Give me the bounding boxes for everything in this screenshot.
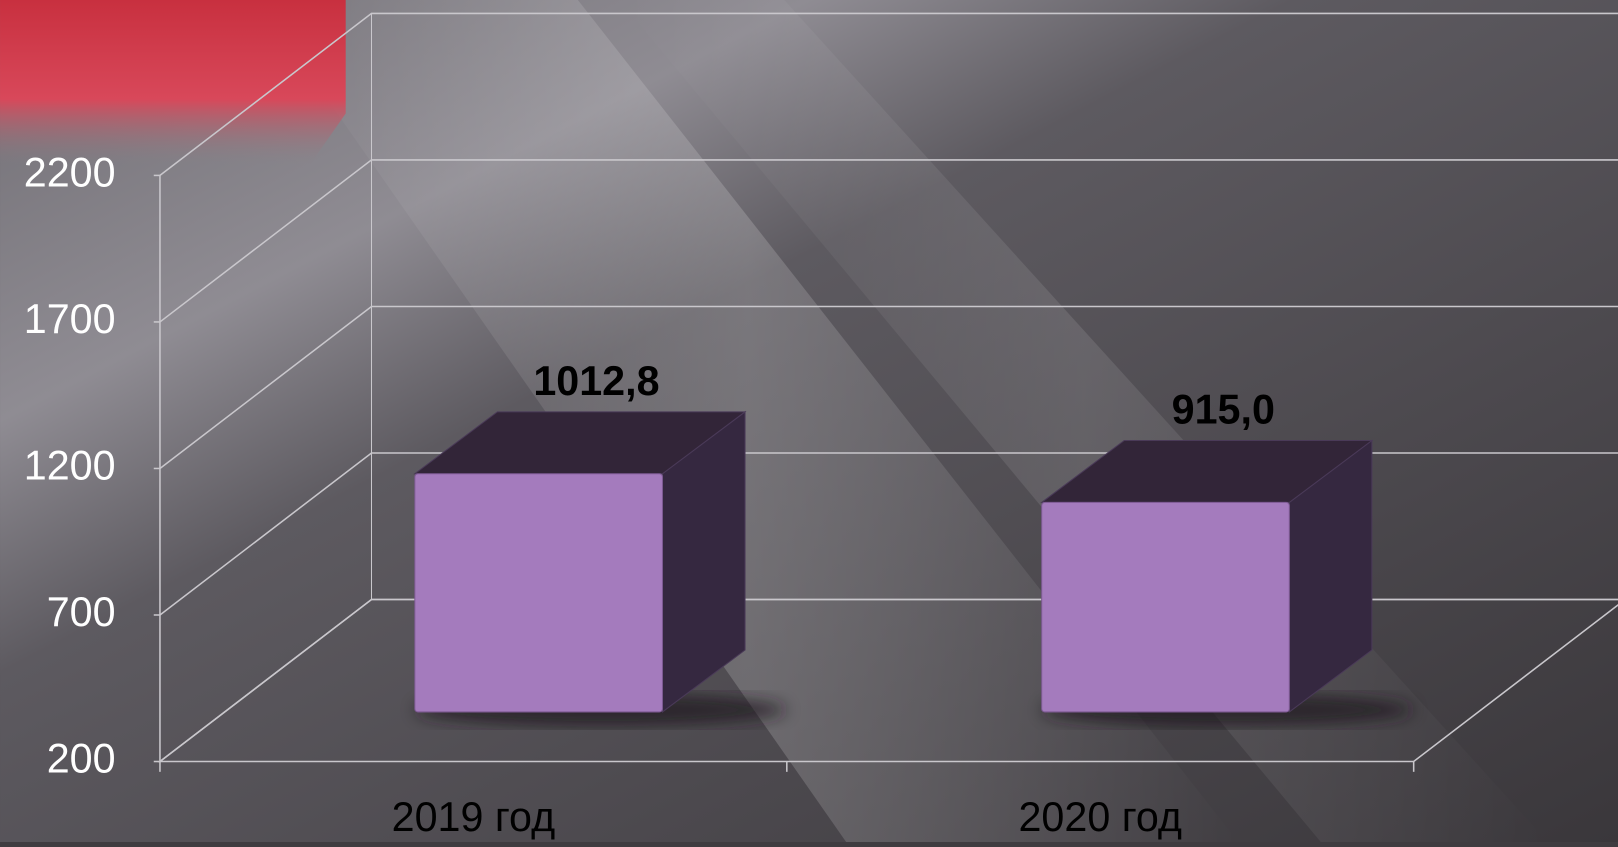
grid-line <box>159 305 1618 470</box>
y-tick-label: 200 <box>47 735 116 781</box>
x-tick-label: 2019 год <box>392 794 556 840</box>
y-tick-label: 700 <box>47 589 116 635</box>
bar <box>1041 501 1290 713</box>
bar <box>414 473 663 713</box>
grid-line <box>159 159 1618 323</box>
y-tick-label: 1700 <box>24 296 116 342</box>
grid-line <box>159 12 1618 177</box>
photo <box>0 0 346 166</box>
plot-area: 200 700 1200 1700 2200 2019 год 1012,8 2020 год… <box>24 12 1618 840</box>
x-tick-label: 2020 год <box>1018 794 1182 840</box>
y-tick-label: 2200 <box>24 149 116 195</box>
light-streak <box>257 0 1239 842</box>
value-label: 1012,8 <box>533 358 659 404</box>
value-label: 915,0 <box>1172 387 1275 433</box>
y-tick-label: 1200 <box>24 442 116 488</box>
